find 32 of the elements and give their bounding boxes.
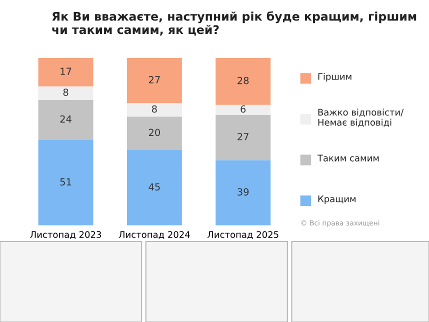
bar: [126, 103, 182, 117]
data-label: 27: [238, 132, 248, 140]
data-label: 51: [60, 178, 72, 186]
bar: [126, 150, 182, 226]
data-label: 27: [148, 76, 160, 84]
legend-label: Таким самим: [317, 154, 379, 162]
chart-title: Як Ви вважаєте, наступний рік буде кращим, гіршим чи таким самим, як цей?: [52, 11, 416, 36]
data-label: 8: [152, 105, 157, 113]
data-label: 39: [238, 188, 249, 196]
data-label: 8: [63, 88, 68, 96]
legend-label: Кращим: [318, 196, 356, 204]
bar: [38, 140, 94, 226]
data-label: 45: [148, 183, 160, 191]
bar: [38, 100, 94, 140]
bar: [38, 86, 94, 100]
bar: [216, 114, 271, 160]
data-label: 6: [240, 105, 246, 113]
x-tick-label: Листопад 2025: [208, 231, 278, 240]
data-label: 28: [238, 76, 249, 84]
legend-label: Важко відповісти/ Немає відповіді: [318, 108, 404, 127]
data-label: 20: [148, 128, 160, 136]
legend-label: Гіршим: [318, 72, 352, 82]
bar: [126, 58, 182, 104]
bar: [216, 58, 271, 105]
data-label: 24: [60, 115, 72, 123]
bar: [216, 104, 271, 115]
x-tick-label: Листопад 2024: [118, 231, 190, 240]
bar: [126, 116, 182, 150]
x-tick-label: Листопад 2023: [30, 231, 102, 240]
data-label: 17: [60, 68, 72, 75]
bar: [216, 160, 271, 226]
bar: [38, 58, 94, 86]
